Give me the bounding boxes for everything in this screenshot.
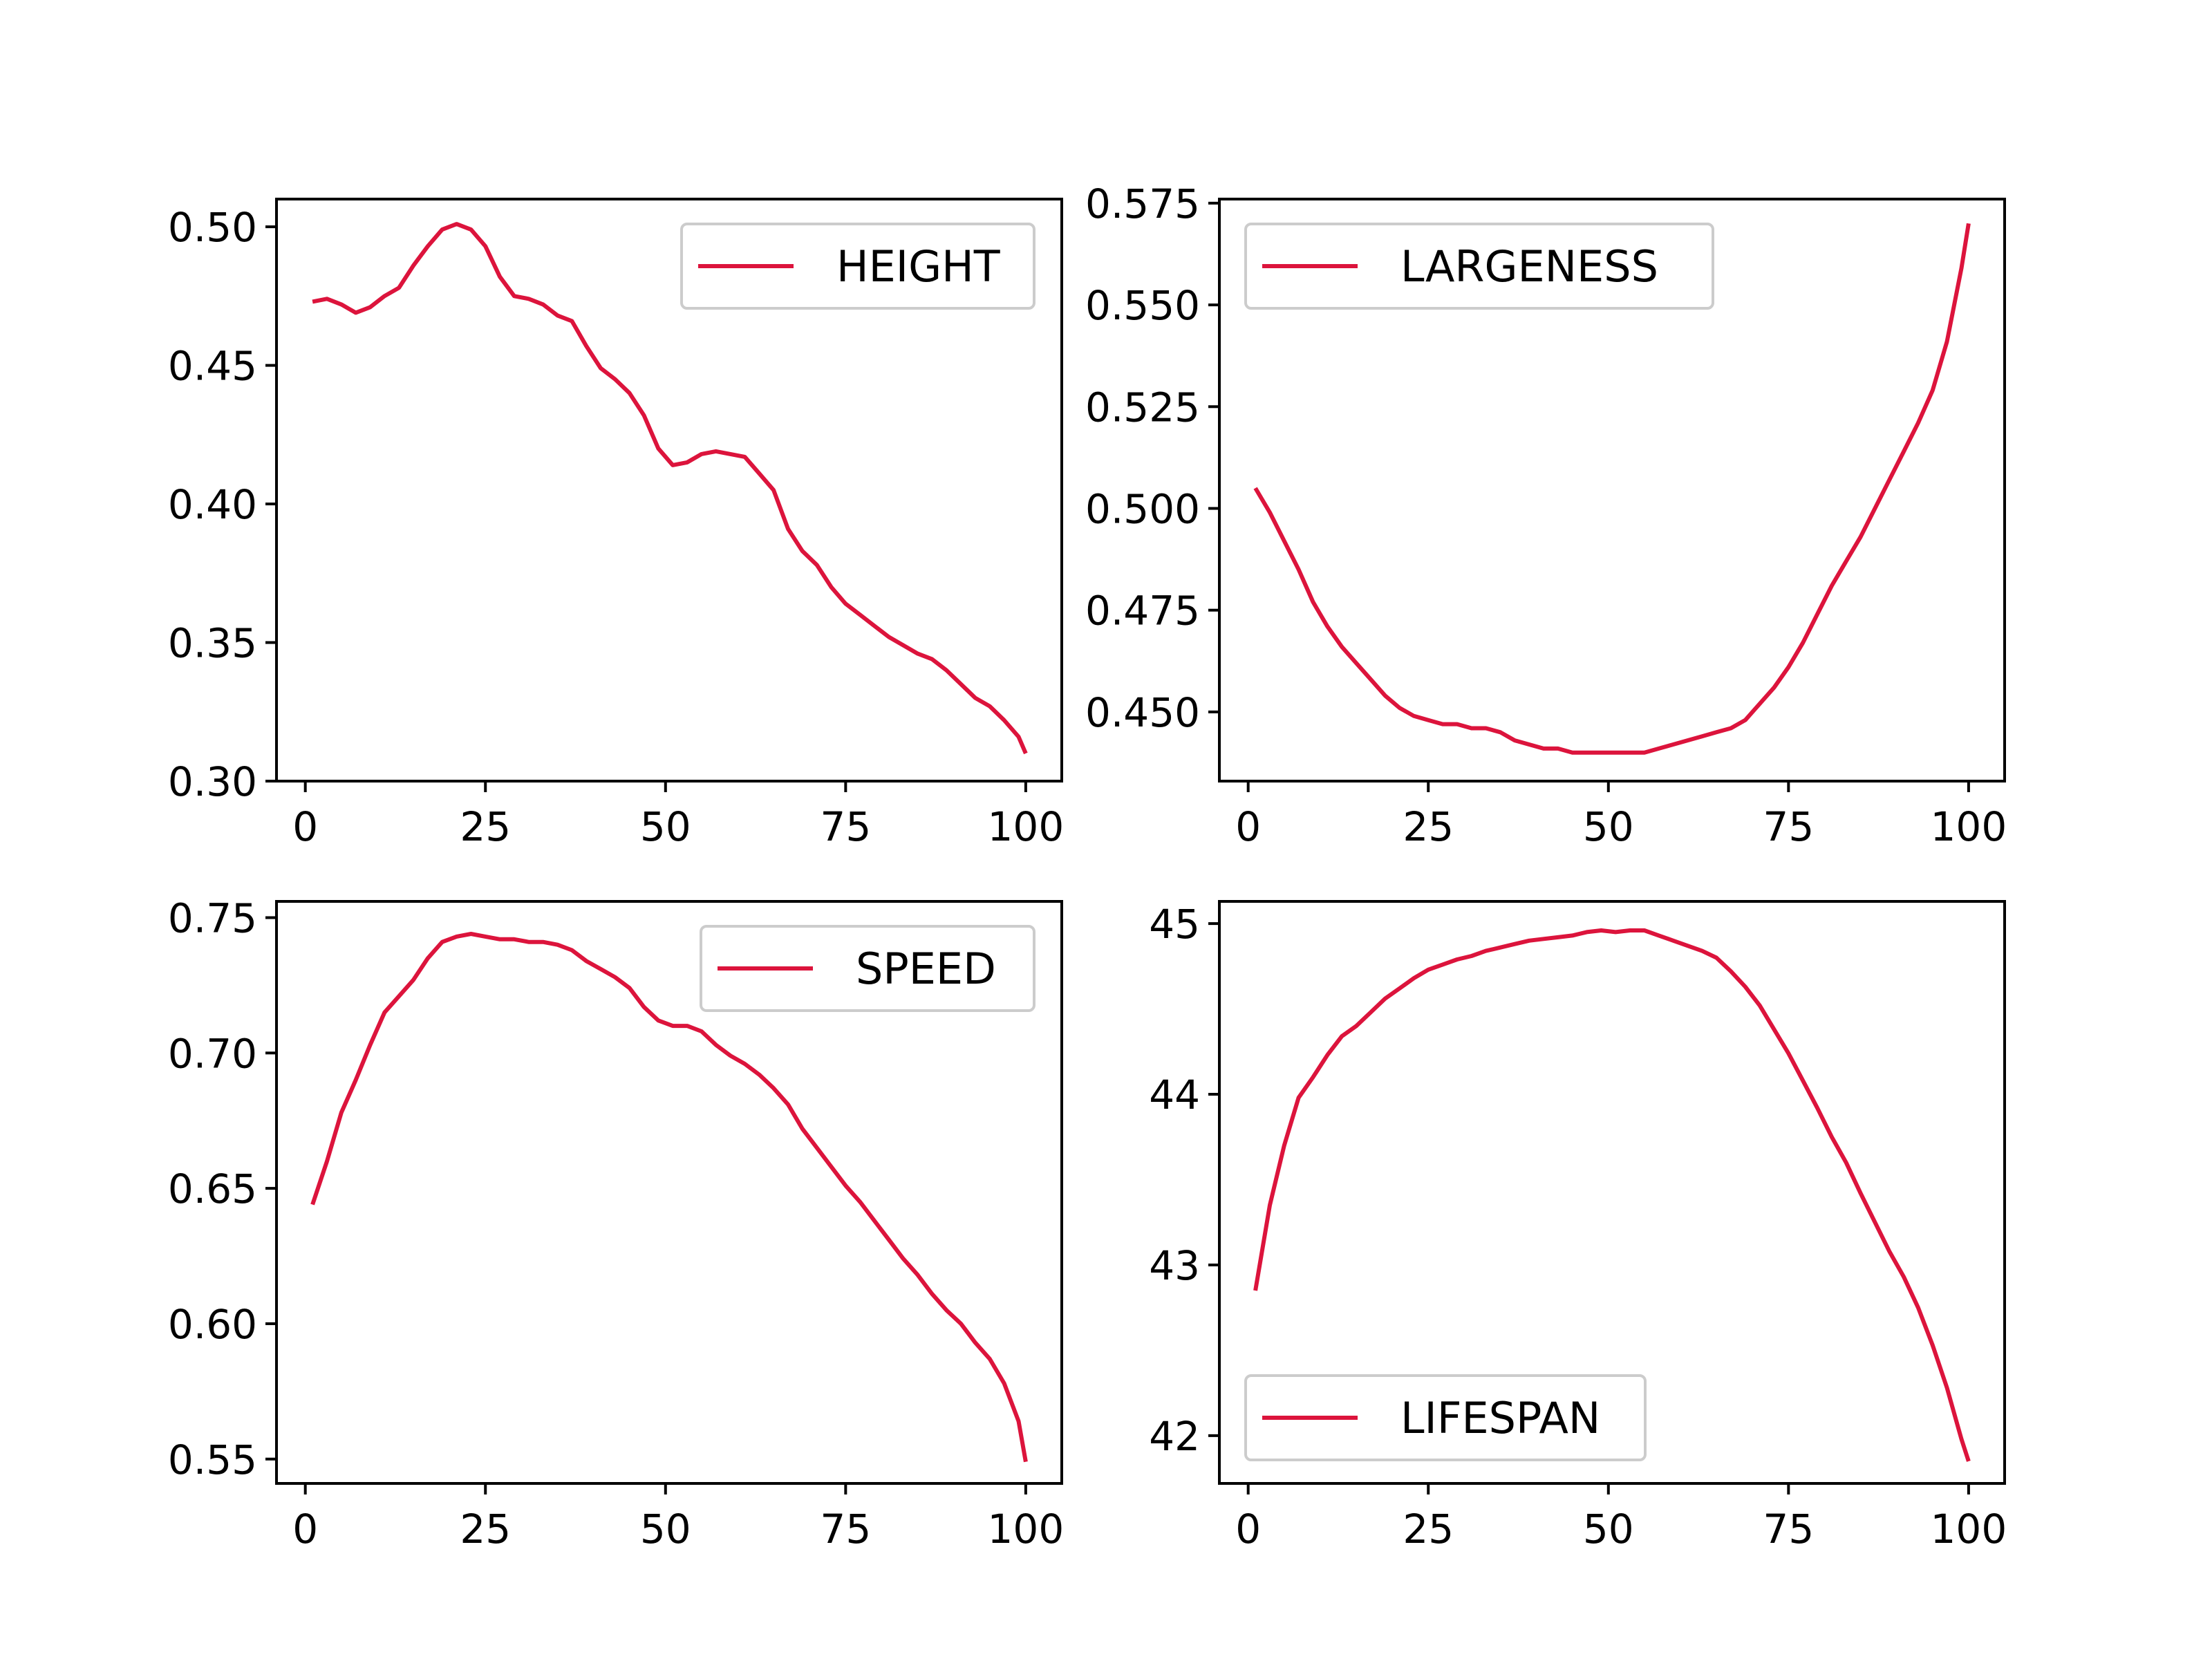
height-y-tick-label: 0.45 bbox=[168, 343, 257, 390]
speed-y-tick-label: 0.65 bbox=[168, 1165, 257, 1212]
largeness-x-tick-label: 25 bbox=[1403, 803, 1454, 850]
height-legend-box bbox=[680, 223, 1035, 310]
speed-x-tick-label: 50 bbox=[640, 1506, 691, 1553]
height-x-tick-label: 75 bbox=[820, 803, 871, 850]
height-legend-label: HEIGHT bbox=[836, 241, 1001, 292]
lifespan-legend: LIFESPAN bbox=[1244, 1374, 1647, 1461]
speed-series-line bbox=[310, 932, 1028, 1463]
largeness-legend: LARGENESS bbox=[1244, 223, 1714, 310]
height-x-tick-label: 25 bbox=[460, 803, 511, 850]
height-legend: HEIGHT bbox=[680, 223, 1035, 310]
speed-x-tick-label: 0 bbox=[292, 1506, 318, 1553]
largeness-series-line bbox=[1253, 223, 1971, 755]
lifespan-axes-frame bbox=[1218, 900, 2006, 1485]
speed-x-tick-label: 75 bbox=[820, 1506, 871, 1553]
lifespan-x-tick-label: 75 bbox=[1763, 1506, 1814, 1553]
height-y-tick-label: 0.50 bbox=[168, 204, 257, 251]
lifespan-x-tick-label: 25 bbox=[1403, 1506, 1454, 1553]
largeness-x-tick-label: 0 bbox=[1235, 803, 1261, 850]
lifespan-x-tick-label: 0 bbox=[1235, 1506, 1261, 1553]
speed-legend: SPEED bbox=[700, 925, 1035, 1012]
speed-axes-frame bbox=[275, 900, 1063, 1485]
largeness-y-tick-label: 0.525 bbox=[1085, 384, 1200, 431]
speed-x-tick-label: 100 bbox=[988, 1506, 1065, 1553]
lifespan-legend-label: LIFESPAN bbox=[1400, 1393, 1600, 1443]
largeness-y-tick-label: 0.500 bbox=[1085, 485, 1200, 532]
lifespan-y-tick-label: 44 bbox=[1149, 1071, 1200, 1118]
lifespan-legend-box bbox=[1244, 1374, 1647, 1461]
speed-y-tick-label: 0.55 bbox=[168, 1436, 257, 1483]
subplot-speed: 0 25 50 75 100 0.55 0.60 0.65 0.70 0.75 SPEED bbox=[168, 894, 1064, 1553]
height-x-tick-label: 0 bbox=[292, 803, 318, 850]
speed-legend-box bbox=[700, 925, 1035, 1012]
lifespan-x-tick-label: 100 bbox=[1931, 1506, 2007, 1553]
speed-y-tick-label: 0.75 bbox=[168, 894, 257, 941]
largeness-y-tick-label: 0.550 bbox=[1085, 282, 1200, 329]
lifespan-y-tick-label: 45 bbox=[1149, 901, 1200, 948]
height-x-tick-label: 50 bbox=[640, 803, 691, 850]
speed-y-tick-label: 0.70 bbox=[168, 1030, 257, 1077]
height-x-tick-label: 100 bbox=[988, 803, 1065, 850]
lifespan-series-line bbox=[1253, 928, 1971, 1462]
subplot-grid: 0 25 50 75 100 0.30 0.35 0.40 0.45 0.50 HEIGHT 0 25 5… bbox=[168, 180, 2007, 1553]
speed-x-tick-label: 25 bbox=[460, 1506, 511, 1553]
subplot-lifespan: 0 25 50 75 100 42 43 44 45 LIFESPAN bbox=[1149, 900, 2007, 1553]
largeness-x-tick-label: 50 bbox=[1583, 803, 1634, 850]
speed-legend-label: SPEED bbox=[856, 944, 996, 994]
height-axes-frame bbox=[275, 198, 1063, 782]
largeness-x-tick-label: 100 bbox=[1931, 803, 2007, 850]
subplot-largeness: 0 25 50 75 100 0.450 0.475 0.500 0.525 0.550 0.575… bbox=[1085, 180, 2007, 850]
lifespan-y-tick-label: 43 bbox=[1149, 1242, 1200, 1289]
largeness-y-tick-label: 0.575 bbox=[1085, 180, 1200, 227]
speed-y-tick-label: 0.60 bbox=[168, 1301, 257, 1348]
largeness-y-tick-label: 0.475 bbox=[1085, 588, 1200, 635]
largeness-axes-frame bbox=[1218, 198, 2006, 782]
largeness-legend-label: LARGENESS bbox=[1400, 241, 1658, 292]
lifespan-y-tick-label: 42 bbox=[1149, 1413, 1200, 1460]
height-y-tick-label: 0.30 bbox=[168, 758, 257, 805]
largeness-y-tick-label: 0.450 bbox=[1085, 689, 1200, 736]
subplot-height: 0 25 50 75 100 0.30 0.35 0.40 0.45 0.50 HEIGHT bbox=[168, 198, 1065, 850]
lifespan-x-tick-label: 50 bbox=[1583, 1506, 1634, 1553]
largeness-x-tick-label: 75 bbox=[1763, 803, 1814, 850]
height-series-line bbox=[312, 222, 1028, 755]
height-y-tick-label: 0.40 bbox=[168, 481, 257, 528]
height-y-tick-label: 0.35 bbox=[168, 620, 257, 667]
largeness-legend-box bbox=[1244, 223, 1714, 310]
